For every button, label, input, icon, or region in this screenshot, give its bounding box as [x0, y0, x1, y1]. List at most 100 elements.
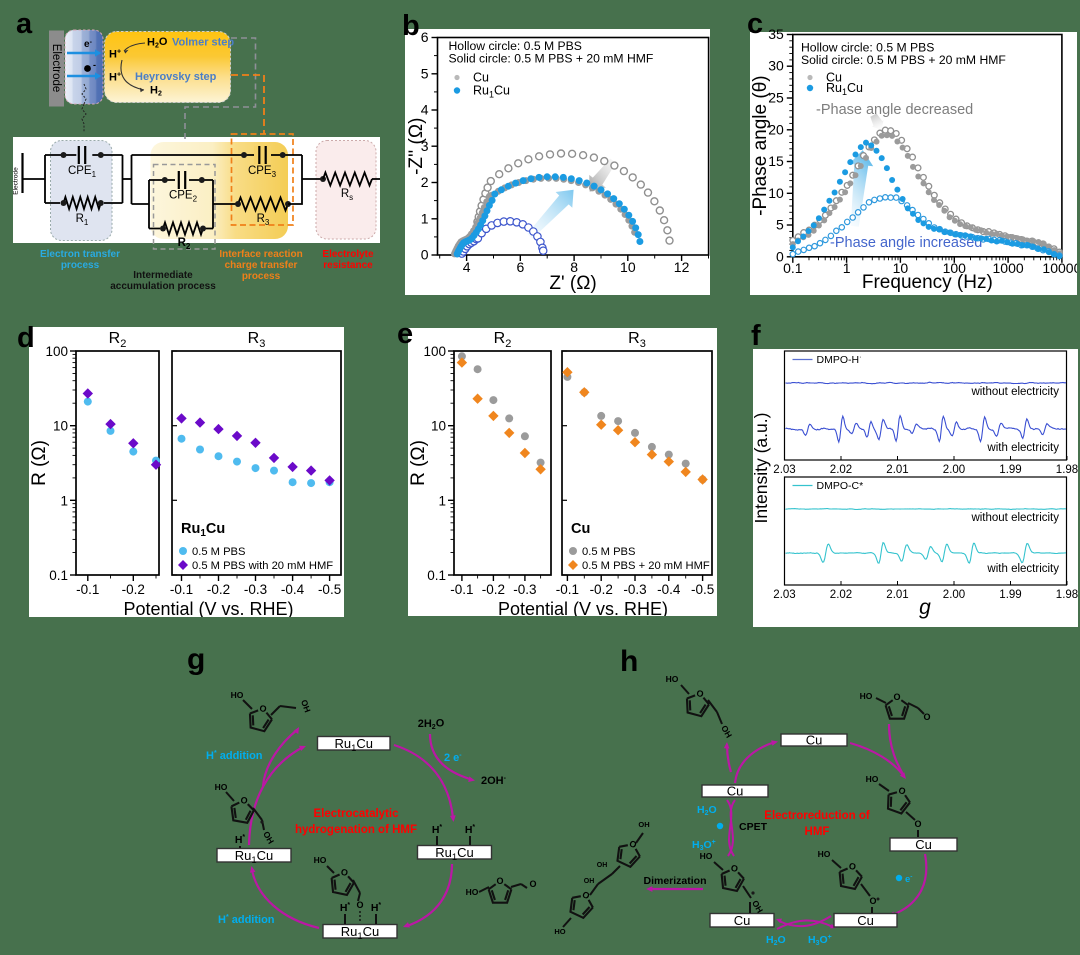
svg-text:2.01: 2.01: [886, 589, 908, 601]
svg-text:Cu: Cu: [857, 913, 874, 928]
svg-text:1000: 1000: [993, 260, 1024, 276]
svg-text:OH: OH: [750, 898, 765, 914]
svg-text:Cu: Cu: [727, 784, 744, 799]
svg-text:1.99: 1.99: [999, 589, 1021, 601]
svg-text:-0.1: -0.1: [556, 582, 579, 597]
svg-text:0: 0: [776, 248, 784, 264]
svg-text:-Phase angle increased: -Phase angle increased: [830, 235, 982, 251]
svg-text:resistance: resistance: [323, 260, 373, 271]
svg-text:0.1: 0.1: [783, 260, 803, 276]
svg-text:2: 2: [421, 174, 429, 190]
svg-text:-0.1: -0.1: [170, 582, 193, 597]
svg-text:Electrolyte: Electrolyte: [322, 249, 374, 260]
svg-text:O: O: [628, 838, 639, 850]
svg-text:R (Ω): R (Ω): [408, 440, 429, 486]
svg-text:CPE3: CPE3: [248, 165, 277, 179]
svg-text:e-: e-: [905, 874, 912, 886]
svg-text:O: O: [496, 876, 503, 886]
svg-text:Cu: Cu: [571, 521, 590, 537]
svg-text:Ru1Cu: Ru1Cu: [473, 84, 510, 100]
svg-text:HMF: HMF: [805, 826, 830, 838]
svg-text:O: O: [869, 896, 876, 906]
svg-text:Ru1Cu: Ru1Cu: [181, 521, 225, 539]
svg-text:OH: OH: [638, 820, 649, 829]
svg-text:4: 4: [463, 259, 471, 275]
svg-text:Potential (V vs. RHE): Potential (V vs. RHE): [123, 599, 293, 617]
svg-text:1.98: 1.98: [1056, 589, 1078, 601]
svg-text:-Z'' (Ω): -Z'' (Ω): [406, 118, 427, 175]
svg-text:2.01: 2.01: [886, 464, 908, 476]
svg-text:Hollow circle: 0.5 M PBS: Hollow circle: 0.5 M PBS: [801, 41, 934, 55]
svg-text:8: 8: [570, 259, 578, 275]
svg-text:Z' (Ω): Z' (Ω): [549, 273, 596, 294]
svg-text:-0.5: -0.5: [318, 582, 341, 597]
svg-text:0: 0: [421, 247, 429, 263]
svg-text:H*: H*: [432, 824, 443, 836]
svg-text:HO: HO: [866, 774, 879, 784]
svg-text:10: 10: [620, 259, 636, 275]
svg-text:charge transfer: charge transfer: [225, 260, 298, 271]
svg-text:Hollow circle: 0.5 M PBS: Hollow circle: 0.5 M PBS: [449, 39, 582, 53]
svg-text:10: 10: [893, 260, 909, 276]
svg-text:O: O: [529, 879, 536, 889]
svg-text:-0.3: -0.3: [244, 582, 267, 597]
svg-text:H* addition: H* addition: [218, 914, 275, 926]
svg-text:Intermediate: Intermediate: [133, 270, 193, 281]
svg-text:100: 100: [943, 260, 967, 276]
svg-text:1: 1: [438, 493, 446, 508]
svg-text:DMPO-H·: DMPO-H·: [817, 354, 862, 366]
svg-text:HO: HO: [215, 782, 228, 792]
svg-text:2.02: 2.02: [830, 464, 852, 476]
svg-text:5: 5: [776, 217, 784, 233]
svg-text:-0.3: -0.3: [513, 582, 536, 597]
svg-text:-0.2: -0.2: [590, 582, 613, 597]
svg-text:OH: OH: [597, 862, 608, 869]
svg-text:process: process: [242, 271, 281, 282]
svg-text:Solid circle: 0.5 M PBS + 20 m: Solid circle: 0.5 M PBS + 20 mM HMF: [801, 53, 1006, 67]
svg-text:O: O: [695, 688, 704, 699]
svg-text:3: 3: [421, 138, 429, 154]
svg-text:H*: H*: [235, 834, 246, 846]
svg-text:Cu: Cu: [806, 733, 823, 748]
svg-text:H*: H*: [340, 902, 351, 914]
svg-text:1.98: 1.98: [1056, 464, 1078, 476]
svg-text:Cu: Cu: [915, 837, 932, 852]
svg-text:H* addition: H* addition: [206, 750, 263, 762]
svg-text:Cu: Cu: [473, 71, 489, 85]
svg-text:6: 6: [421, 29, 429, 45]
svg-text:0.5 M PBS: 0.5 M PBS: [192, 546, 245, 558]
svg-text:Electrode: Electrode: [50, 44, 62, 93]
svg-text:1.99: 1.99: [999, 464, 1021, 476]
svg-text:H*: H*: [465, 824, 476, 836]
svg-text:Electroreduction of: Electroreduction of: [764, 810, 870, 822]
svg-text:2 e-: 2 e-: [444, 752, 462, 764]
svg-text:-Phase angle decreased: -Phase angle decreased: [816, 102, 973, 118]
svg-text:-0.2: -0.2: [207, 582, 230, 597]
svg-text:HO: HO: [860, 691, 873, 701]
svg-text:1: 1: [60, 493, 68, 508]
svg-text:100: 100: [45, 344, 68, 359]
svg-text:-0.2: -0.2: [122, 582, 145, 597]
svg-text:O: O: [848, 861, 857, 872]
svg-text:OH: OH: [719, 723, 734, 739]
svg-text:Intensity (a.u.): Intensity (a.u.): [753, 413, 771, 524]
svg-text:Ru1Cu: Ru1Cu: [334, 736, 373, 754]
svg-text:Interface reaction: Interface reaction: [219, 249, 302, 260]
svg-text:100: 100: [423, 344, 446, 359]
svg-text:-: -: [93, 60, 96, 70]
svg-text:HO: HO: [818, 849, 831, 859]
svg-text:O: O: [914, 819, 921, 829]
svg-text:Solid circle: 0.5 M PBS + 20 m: Solid circle: 0.5 M PBS + 20 mM HMF: [449, 52, 654, 66]
svg-text:2.00: 2.00: [943, 464, 965, 476]
svg-text:2H2O: 2H2O: [418, 718, 445, 731]
svg-text:Electrocatalytic: Electrocatalytic: [313, 808, 399, 820]
svg-text:O: O: [897, 785, 907, 797]
svg-text:O: O: [730, 863, 739, 874]
svg-text:10: 10: [53, 419, 68, 434]
svg-text:-0.2: -0.2: [482, 582, 505, 597]
svg-text:CPE2: CPE2: [169, 190, 198, 204]
svg-text:H3O+: H3O+: [808, 934, 832, 947]
svg-text:35: 35: [768, 26, 784, 42]
svg-text:OH: OH: [261, 829, 276, 845]
svg-text:DMPO-C*: DMPO-C*: [817, 480, 864, 492]
